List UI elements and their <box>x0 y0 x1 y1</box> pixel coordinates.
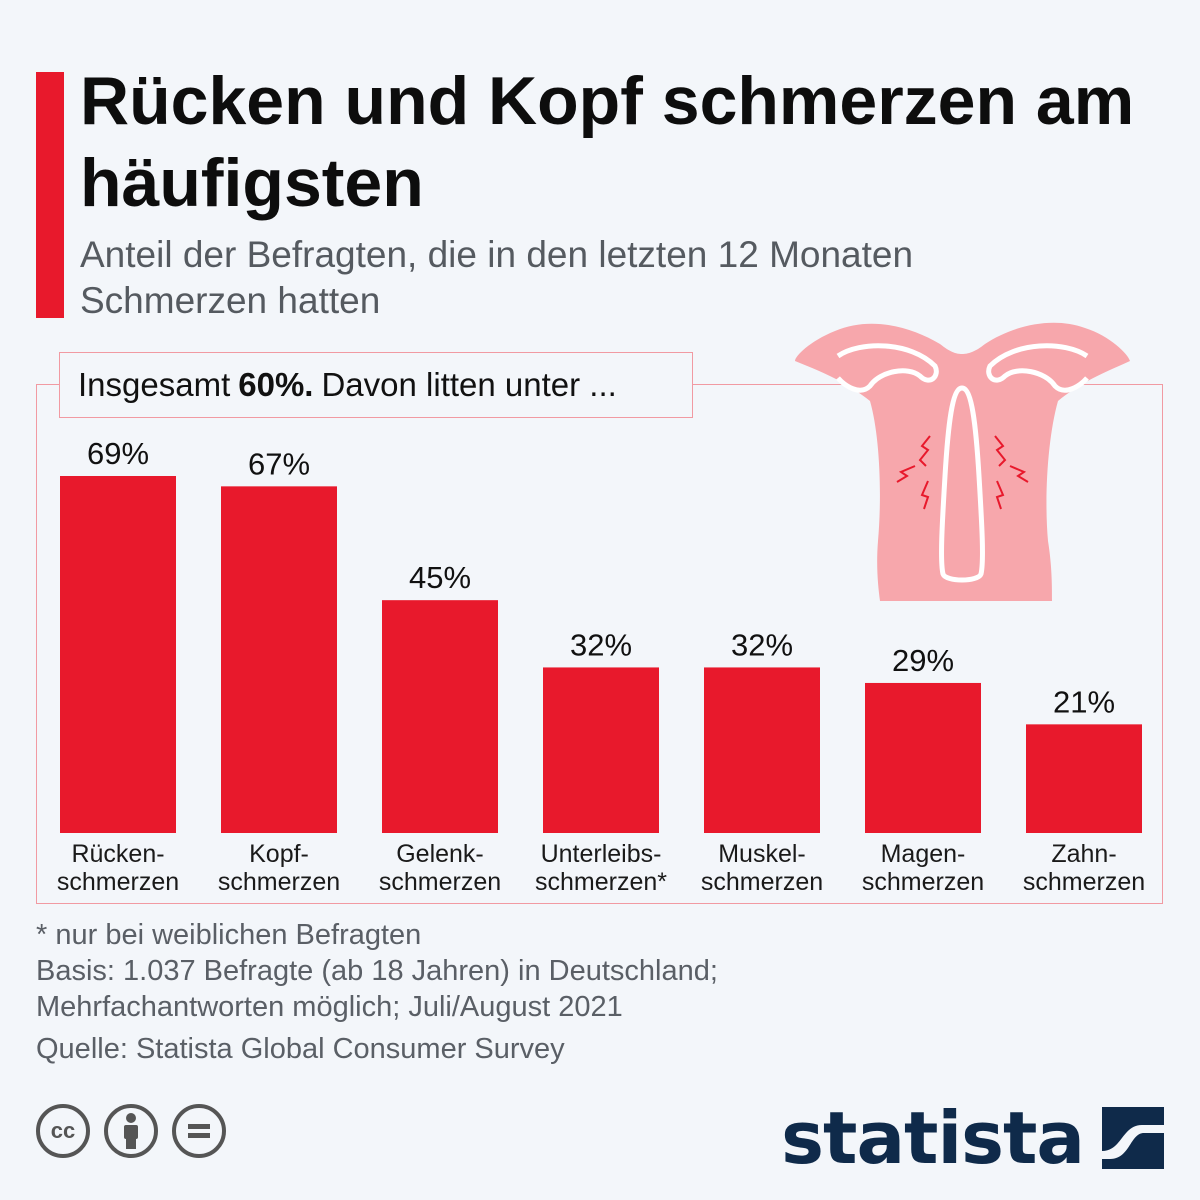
bar-2 <box>382 600 498 833</box>
category-label-6-line-1: schmerzen <box>1023 868 1145 896</box>
category-label-0-line-1: schmerzen <box>57 868 179 896</box>
title-accent-bar <box>36 72 64 318</box>
page-subtitle: Anteil der Befragten, die in den letzten… <box>80 234 914 321</box>
bar-value-label-3: 32% <box>570 627 632 662</box>
category-label-3-line-0: Unterleibs- <box>541 840 662 868</box>
intro-highlight: 60%. <box>238 366 314 403</box>
footnote-source: Quelle: Statista Global Consumer Survey <box>36 1033 565 1065</box>
statista-logo[interactable]: statista <box>781 1096 1164 1180</box>
bar-value-label-4: 32% <box>731 627 793 662</box>
left-arm-outline <box>836 343 939 393</box>
category-label-6-line-0: Zahn- <box>1051 840 1116 868</box>
attribution-icon[interactable] <box>104 1104 158 1158</box>
footnote-basis-2: Mehrfachantworten möglich; Juli/August 2… <box>36 991 623 1023</box>
intro-box: Insgesamt 60%. Davon litten unter ... <box>59 352 693 418</box>
right-arm-outline <box>986 343 1089 393</box>
back-pain-illustration <box>795 322 1130 601</box>
bar-1 <box>221 486 337 833</box>
footnote-basis-1: Basis: 1.037 Befragte (ab 18 Jahren) in … <box>36 955 718 987</box>
intro-prefix: Insgesamt <box>78 366 231 403</box>
bar-value-label-6: 21% <box>1053 684 1115 719</box>
bar-6 <box>1026 724 1142 833</box>
bar-value-label-0: 69% <box>87 436 149 471</box>
category-label-1-line-0: Kopf- <box>249 840 309 868</box>
page-title: Rücken und Kopf schmerzen am häufigsten <box>80 63 1135 221</box>
bar-0 <box>60 476 176 833</box>
category-label-0-line-0: Rücken- <box>71 840 164 868</box>
bar-4 <box>704 667 820 833</box>
bar-value-label-1: 67% <box>248 446 310 481</box>
category-label-1-line-1: schmerzen <box>218 868 340 896</box>
pain-lines-left <box>896 435 931 510</box>
bar-3 <box>543 667 659 833</box>
no-derivatives-icon[interactable] <box>172 1104 226 1158</box>
category-label-5-line-0: Magen- <box>881 840 966 868</box>
bar-5 <box>865 682 981 833</box>
category-label-2-line-1: schmerzen <box>379 868 501 896</box>
category-label-3-line-1: schmerzen* <box>535 868 667 896</box>
category-label-4-line-1: schmerzen <box>701 868 823 896</box>
bar-value-label-2: 45% <box>409 560 471 595</box>
category-label-2-line-0: Gelenk- <box>396 840 484 868</box>
creative-commons-icon[interactable]: cc <box>36 1104 90 1158</box>
spine-highlight <box>939 385 985 583</box>
category-label-5-line-1: schmerzen <box>862 868 984 896</box>
footnote-asterisk: * nur bei weiblichen Befragten <box>36 919 422 951</box>
statista-wordmark: statista <box>781 1096 1085 1180</box>
pain-lines-right <box>994 435 1029 510</box>
bar-value-label-5: 29% <box>892 643 954 678</box>
intro-suffix: Davon litten unter ... <box>321 366 617 403</box>
statista-mark-icon <box>1102 1107 1164 1169</box>
license-icons: cc <box>36 1104 226 1158</box>
category-label-4-line-0: Muskel- <box>718 840 806 868</box>
